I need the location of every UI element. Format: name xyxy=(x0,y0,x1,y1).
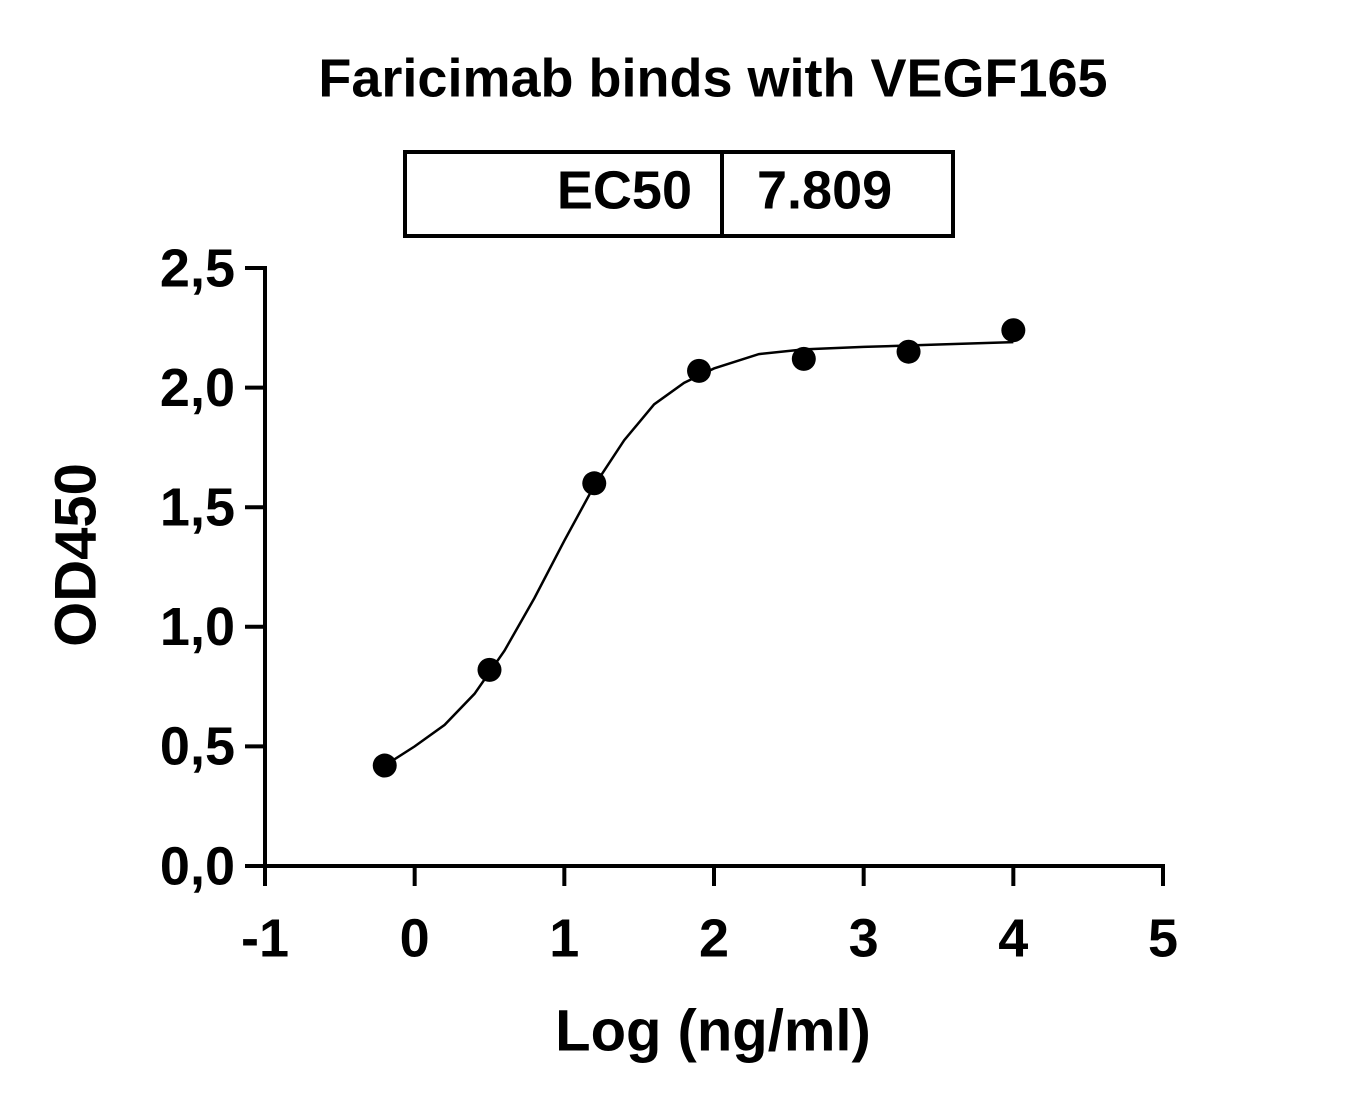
data-point xyxy=(1001,318,1026,343)
x-axis-label: Log (ng/ml) xyxy=(555,998,871,1063)
data-point xyxy=(896,339,921,364)
ec50-value: 7.809 xyxy=(757,160,892,220)
x-tick-label: -1 xyxy=(241,908,289,968)
fit-curve xyxy=(384,340,1014,767)
ec50-box xyxy=(403,150,955,238)
x-tick-label: 2 xyxy=(699,908,729,968)
x-tick-label: 0 xyxy=(400,908,430,968)
data-point xyxy=(687,358,712,383)
chart-title: Faricimab binds with VEGF165 xyxy=(318,48,1107,108)
x-tick-label: 5 xyxy=(1148,908,1178,968)
y-tick-label: 1,5 xyxy=(160,477,235,537)
ec50-label: EC50 xyxy=(557,160,692,220)
y-tick-label: 2,5 xyxy=(160,238,235,298)
y-tick-label: 0,5 xyxy=(160,717,235,777)
y-tick-label: 1,0 xyxy=(160,597,235,657)
data-point xyxy=(791,346,816,371)
y-tick-label: 2,0 xyxy=(160,358,235,418)
y-axis-label: OD450 xyxy=(43,463,108,647)
x-tick-label: 1 xyxy=(549,908,579,968)
x-tick-label: 3 xyxy=(849,908,879,968)
x-tick-label: 4 xyxy=(998,908,1028,968)
y-tick-label: 0,0 xyxy=(160,836,235,896)
